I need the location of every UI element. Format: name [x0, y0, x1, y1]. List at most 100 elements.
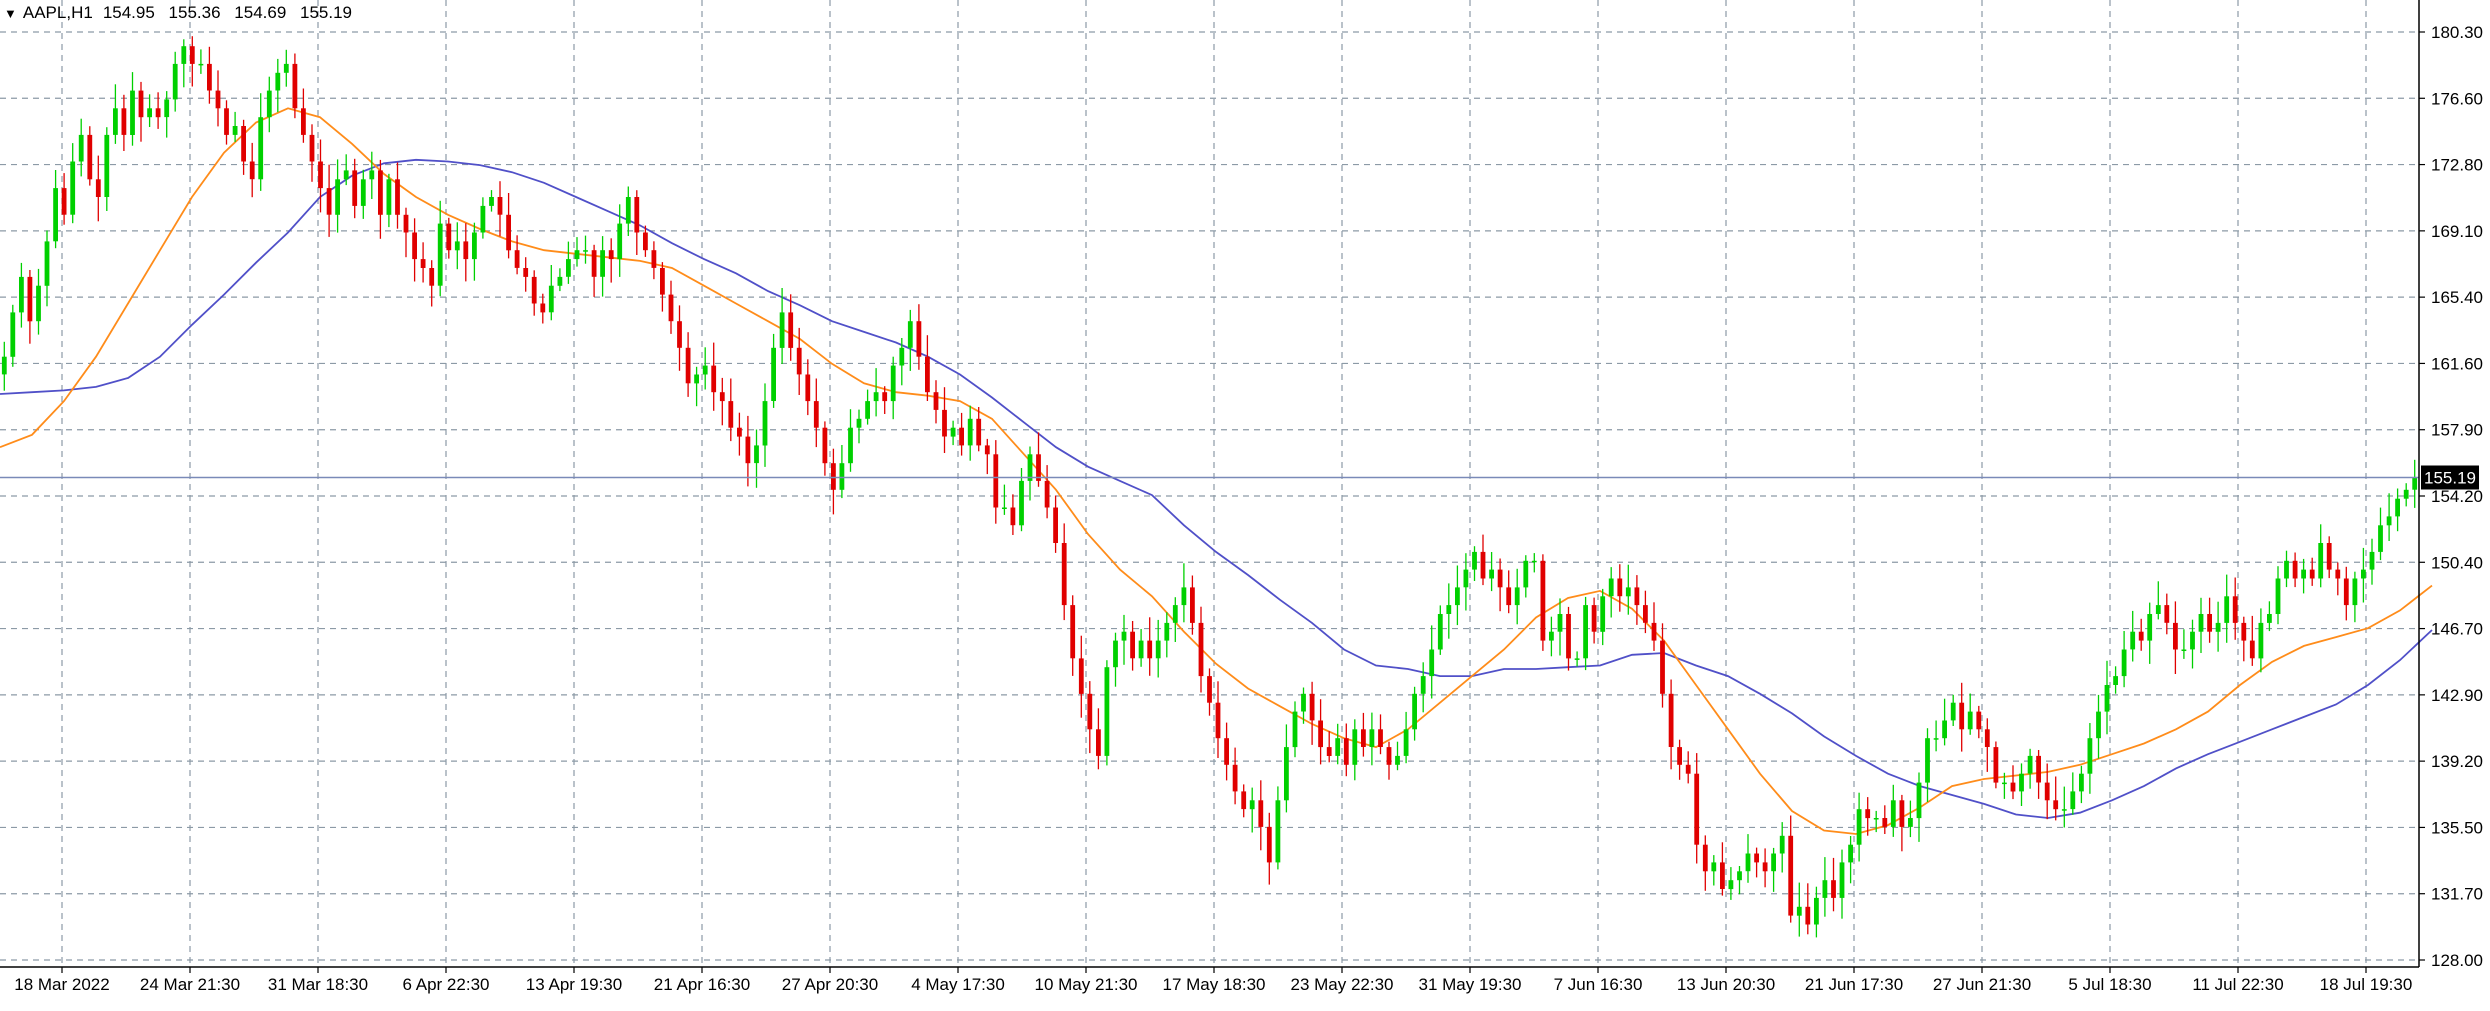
y-tick-label: 142.90	[2431, 686, 2483, 705]
candle-body	[1950, 702, 1956, 721]
candle-body	[1762, 862, 1768, 872]
candle-body	[1574, 658, 1580, 660]
candle-body	[1172, 605, 1178, 623]
candle-body	[531, 276, 537, 304]
candles	[1, 36, 2418, 938]
candle-body	[1292, 711, 1298, 748]
candle-body	[2284, 560, 2289, 579]
candle-body	[2395, 498, 2400, 517]
candle-body	[1506, 587, 1512, 606]
candle-body	[497, 197, 503, 215]
candle-body	[378, 170, 383, 215]
candle-body	[2010, 782, 2016, 792]
candle-body	[1061, 543, 1067, 606]
candle-body	[591, 250, 597, 277]
candle-body	[1027, 454, 1033, 481]
candle-body	[1908, 818, 1913, 827]
candle-body	[172, 63, 178, 100]
y-tick-label: 128.00	[2431, 951, 2483, 970]
candle-body	[301, 108, 306, 135]
candle-body	[1737, 871, 1742, 881]
y-tick-label: 150.40	[2431, 553, 2483, 572]
y-tick-label: 165.40	[2431, 288, 2483, 307]
candle-body	[1566, 614, 1571, 659]
y-tick-label: 157.90	[2431, 421, 2483, 440]
candle-body	[1617, 578, 1623, 597]
candle-body	[2002, 782, 2007, 785]
candle-body	[1215, 702, 1221, 739]
candle-body	[241, 126, 246, 162]
candle-body	[762, 401, 768, 446]
candle-body	[1993, 747, 1999, 783]
candle-body	[1335, 738, 1341, 756]
candle-body	[2301, 569, 2306, 579]
candle-body	[104, 134, 110, 197]
candle-body	[1899, 800, 1905, 827]
y-tick-label: 180.30	[2431, 23, 2483, 42]
x-tick-label: 27 Apr 20:30	[782, 975, 878, 994]
candle-body	[395, 179, 400, 215]
candle-body	[1395, 755, 1400, 765]
x-tick-label: 27 Jun 21:30	[1933, 975, 2031, 994]
x-tick-label: 21 Jun 17:30	[1805, 975, 1903, 994]
candle-body	[1959, 702, 1965, 730]
candle-body	[2096, 711, 2101, 739]
candle-body	[1822, 880, 1828, 898]
candle-body	[386, 179, 392, 215]
candle-body	[1096, 729, 1101, 756]
collapse-triangle-icon[interactable]: ▼	[4, 5, 17, 21]
ma-slow-line	[0, 158, 2433, 819]
candle-body	[1942, 720, 1947, 739]
candle-body	[1600, 596, 1606, 632]
candle-body	[651, 250, 657, 268]
candle-body	[1181, 587, 1187, 606]
candle-body	[437, 223, 443, 286]
candle-body	[2403, 489, 2409, 499]
candle-body	[412, 232, 417, 260]
candle-body	[2343, 578, 2349, 606]
candle-body	[1446, 605, 1452, 614]
candle-body	[2036, 755, 2041, 783]
candle-body	[907, 321, 913, 348]
candle-body	[1232, 764, 1238, 792]
candle-body	[1984, 729, 1990, 747]
candle-body	[2292, 560, 2298, 579]
candle-body	[737, 427, 742, 437]
candle-body	[1591, 605, 1597, 632]
candle-body	[1702, 844, 1708, 872]
candle-body	[352, 170, 358, 206]
candle-body	[2155, 605, 2161, 614]
candle-body	[2267, 614, 2272, 623]
candle-body	[164, 99, 170, 118]
candle-body	[1771, 853, 1776, 872]
candle-body	[95, 179, 101, 197]
candle-body	[583, 250, 588, 252]
candle-body	[1976, 711, 1982, 730]
candle-body	[1420, 676, 1426, 694]
candle-body	[360, 179, 366, 206]
candle-body	[2352, 578, 2358, 606]
candle-body	[1549, 631, 1554, 641]
candle-body	[1198, 622, 1204, 677]
candle-body	[1677, 747, 1682, 765]
candle-body	[2053, 800, 2059, 810]
candle-body	[1831, 880, 1836, 898]
candle-body	[1266, 826, 1272, 863]
candle-body	[429, 268, 435, 286]
candle-body	[719, 392, 725, 402]
candle-body	[1044, 480, 1050, 508]
candle-body	[1925, 738, 1930, 783]
candle-body	[1378, 729, 1383, 747]
candle-body	[138, 90, 144, 118]
candle-body	[53, 188, 58, 242]
y-tick-label: 172.80	[2431, 156, 2483, 175]
candle-body	[1489, 569, 1494, 579]
candle-body	[967, 418, 973, 446]
candle-body	[1403, 729, 1409, 756]
current-price-box	[2421, 465, 2479, 490]
candle-body	[2224, 596, 2230, 623]
candle-body	[1104, 667, 1110, 756]
low-value: 154.69	[234, 3, 287, 22]
